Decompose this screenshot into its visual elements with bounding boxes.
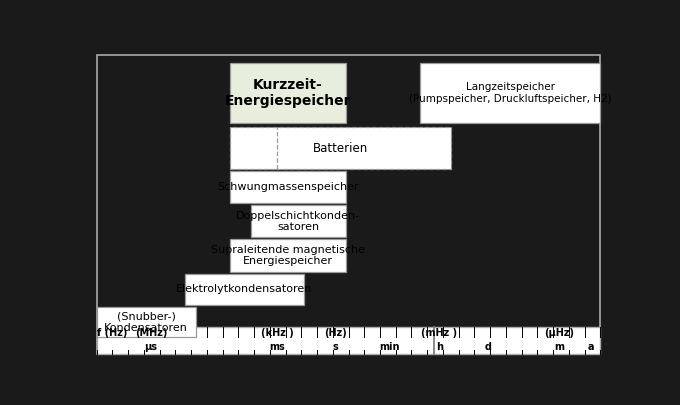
Text: (mHz ): (mHz ) xyxy=(421,328,457,338)
Text: Langzeitspeicher
(Pumpspeicher, Druckluftspeicher, H2): Langzeitspeicher (Pumpspeicher, Druckluf… xyxy=(409,82,611,104)
Text: m: m xyxy=(554,342,564,352)
Bar xyxy=(230,127,452,168)
Text: h: h xyxy=(436,342,443,352)
Text: (Hz): (Hz) xyxy=(324,328,347,338)
Bar xyxy=(185,274,304,305)
Text: Supraleitende magnetische
Energiespeicher: Supraleitende magnetische Energiespeiche… xyxy=(211,245,365,266)
Text: s: s xyxy=(333,342,338,352)
Text: Elektrolytkondensatoren: Elektrolytkondensatoren xyxy=(176,284,312,294)
Bar xyxy=(97,307,196,337)
Text: Doppelschichtkonden-
satoren: Doppelschichtkonden- satoren xyxy=(237,211,360,232)
Text: µs: µs xyxy=(144,342,157,352)
Text: (kHz ): (kHz ) xyxy=(261,328,294,338)
Text: (µHz): (µHz) xyxy=(544,328,575,338)
Bar xyxy=(230,171,346,203)
Text: a: a xyxy=(588,342,594,352)
Text: Batterien: Batterien xyxy=(313,142,369,155)
Bar xyxy=(420,63,600,124)
Text: (Snubber-)
Kondensatoren: (Snubber-) Kondensatoren xyxy=(104,311,188,333)
Bar xyxy=(230,63,346,124)
Text: f (Hz): f (Hz) xyxy=(97,328,127,338)
Text: d: d xyxy=(485,342,492,352)
Bar xyxy=(97,327,600,354)
Text: (MHz): (MHz) xyxy=(135,328,167,338)
Bar xyxy=(251,205,346,237)
Bar xyxy=(230,239,346,272)
Text: ms: ms xyxy=(269,342,285,352)
Text: Kurzzeit-
Energiespeicher: Kurzzeit- Energiespeicher xyxy=(224,78,351,108)
Text: min: min xyxy=(379,342,400,352)
Text: Schwungmassenspeicher: Schwungmassenspeicher xyxy=(217,182,359,192)
